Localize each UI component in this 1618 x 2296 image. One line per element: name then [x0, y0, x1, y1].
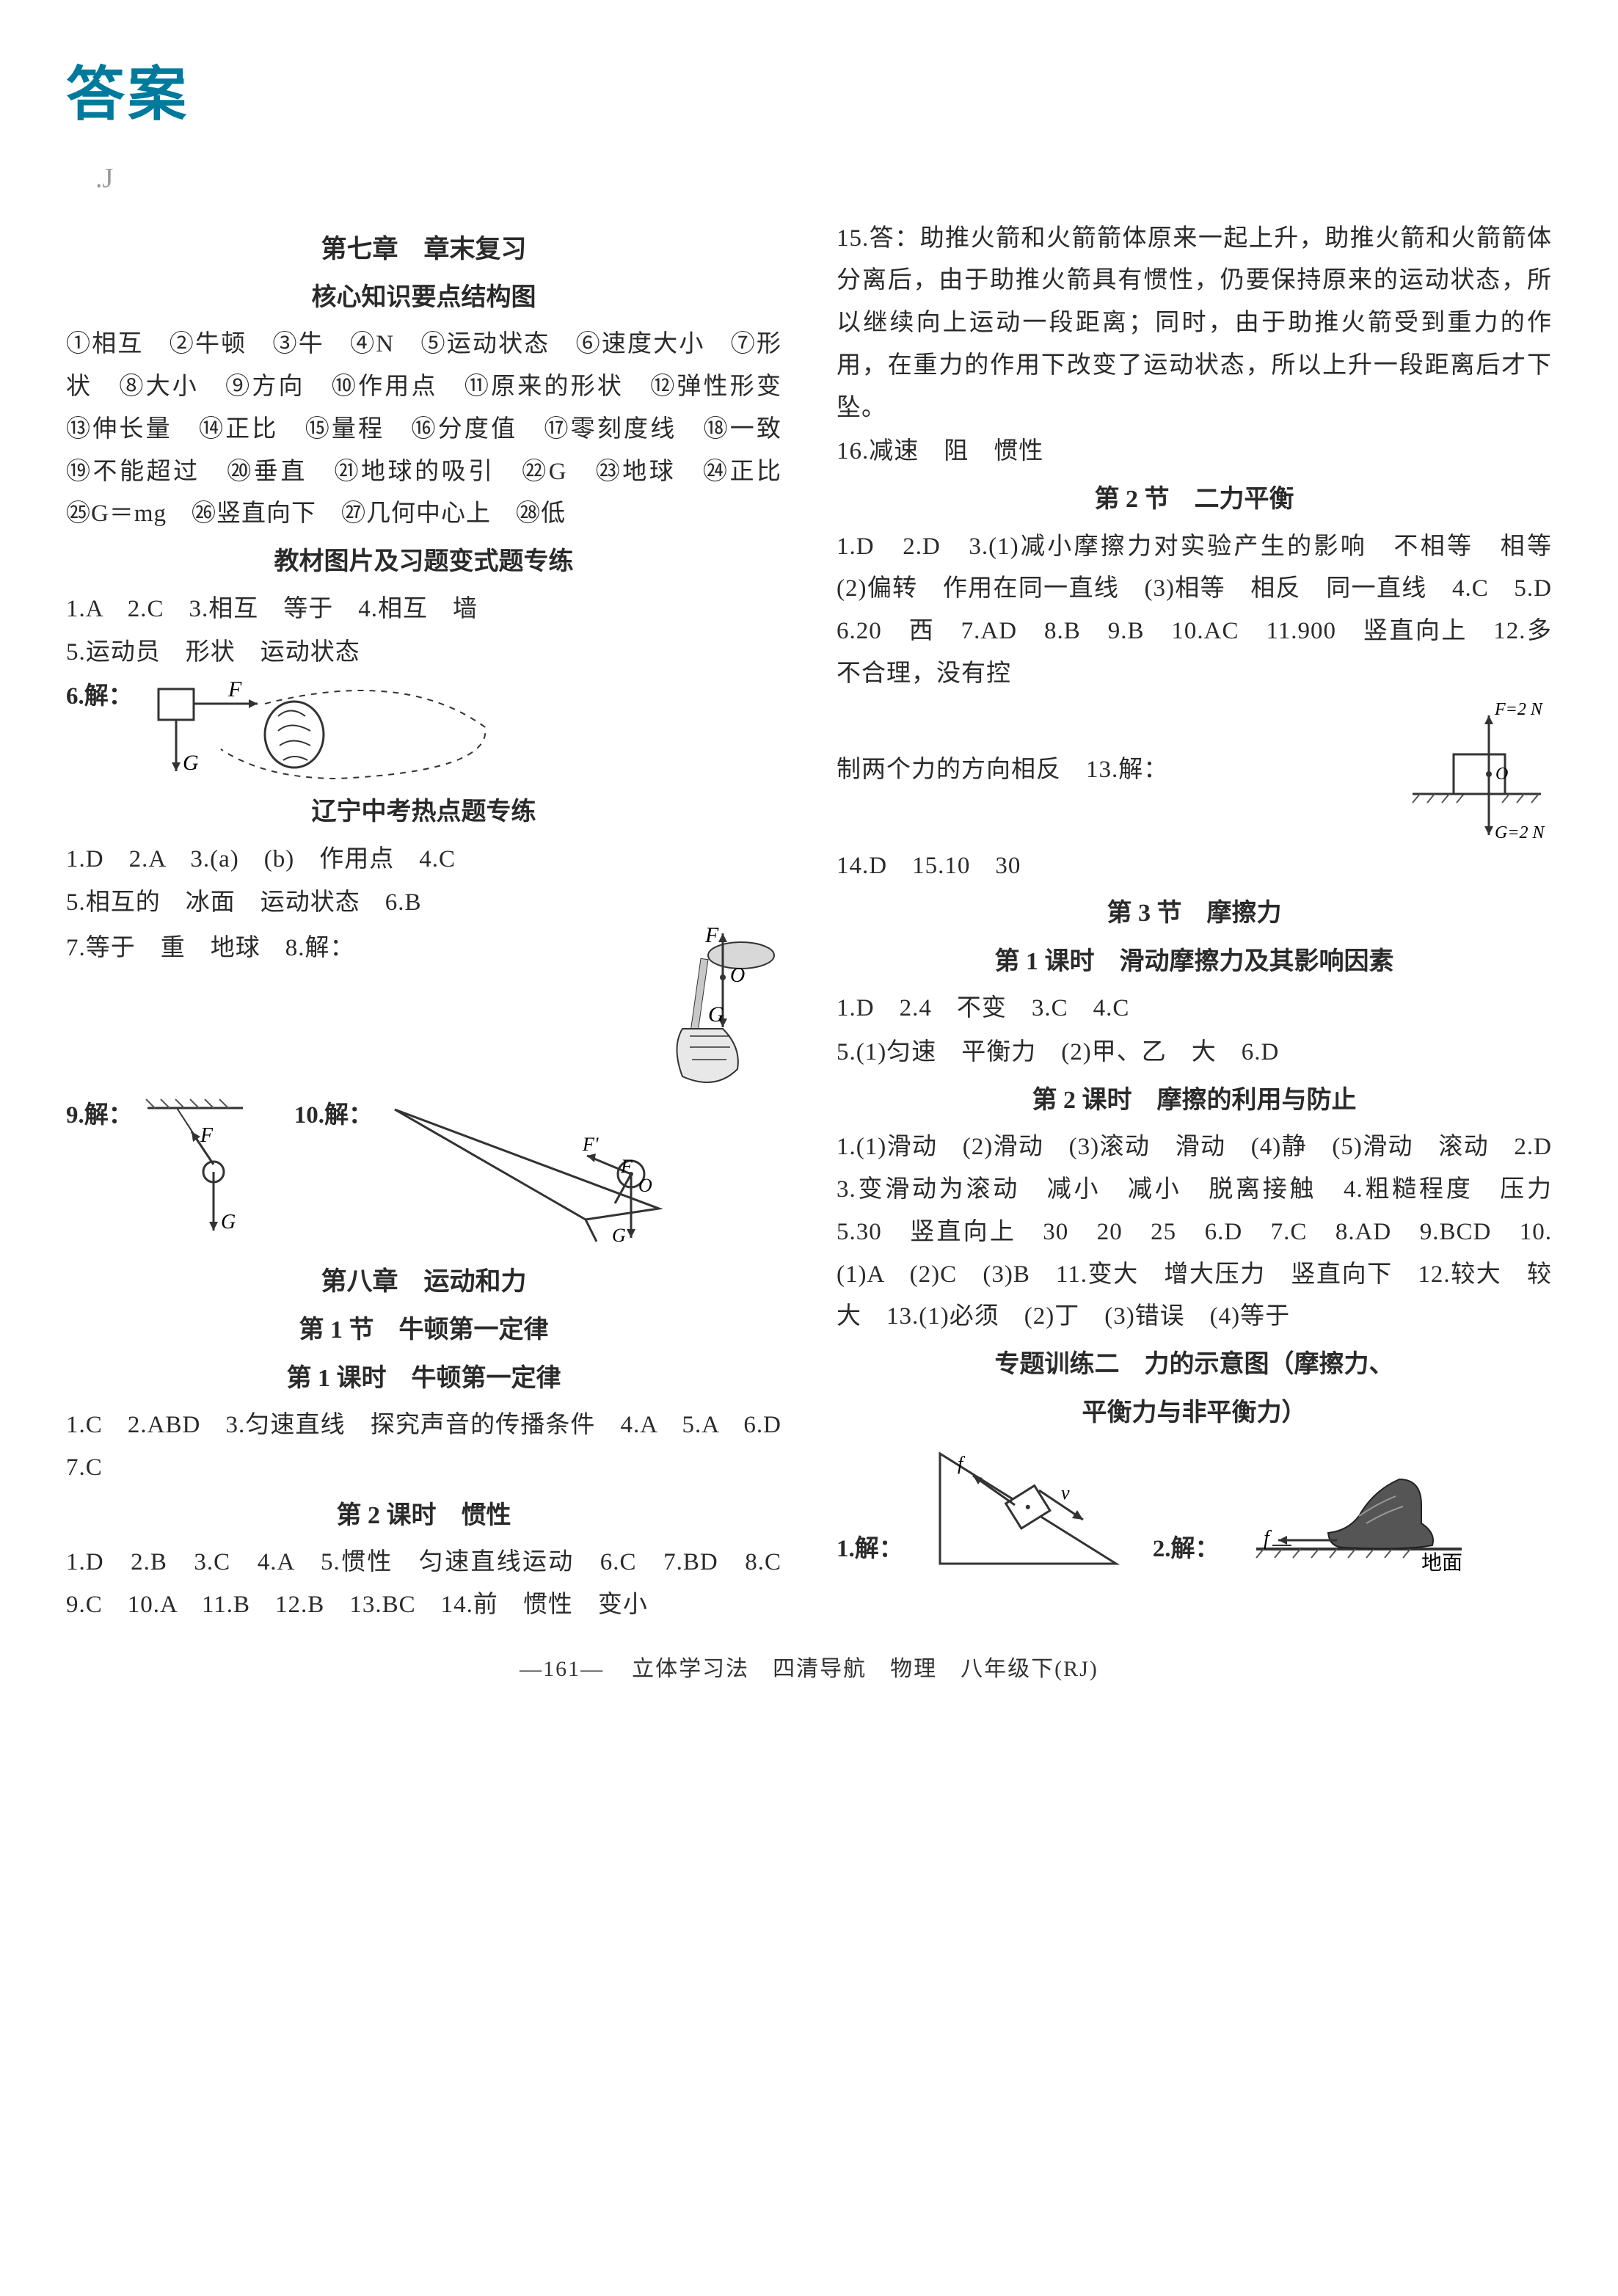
lesson-2-answers: 1.D 2.B 3.C 4.A 5.惯性 匀速直线运动 6.C 7.BD 8.C… [66, 1542, 781, 1627]
q9-label: 9.解： [66, 1095, 133, 1137]
textbook-line-2: 5.运动员 形状 运动状态 [66, 632, 781, 674]
page-title: 答案 [66, 44, 1552, 147]
fig-10-diagram: O F' F G [380, 1095, 674, 1249]
section-3-heading: 第 3 节 摩擦力 [837, 892, 1552, 936]
svg-text:地面: 地面 [1421, 1551, 1462, 1571]
left-column: 第七章 章末复习 核心知识要点结构图 ①相互 ②牛顿 ③牛 ④N ⑤运动状态 ⑥… [66, 216, 781, 1628]
topic-2-heading-a: 专题训练二 力的示意图（摩擦力、 [837, 1343, 1552, 1387]
fig-zt2-shoe: 地面 f [1249, 1446, 1469, 1571]
two-column-layout: 第七章 章末复习 核心知识要点结构图 ①相互 ②牛顿 ③牛 ④N ⑤运动状态 ⑥… [66, 216, 1552, 1628]
lesson-1-answers: 1.C 2.ABD 3.匀速直线 探究声音的传播条件 4.A 5.A 6.D 7… [66, 1404, 781, 1490]
svg-text:F': F' [582, 1134, 599, 1155]
figure-6-row: 6.解： F G [66, 676, 781, 786]
fig-8-spoon: F O G [613, 926, 781, 1095]
q6-label: 6.解： [66, 676, 133, 718]
lesson-1-heading: 第 1 课时 牛顿第一定律 [66, 1357, 781, 1401]
fig-13-diagram: O F=2 N G=2 N [1398, 697, 1552, 844]
lesson-2-heading: 第 2 课时 惯性 [66, 1494, 781, 1538]
svg-text:F: F [704, 926, 719, 947]
core-content: ①相互 ②牛顿 ③牛 ④N ⑤运动状态 ⑥速度大小 ⑦形状 ⑧大小 ⑨方向 ⑩作… [66, 324, 781, 536]
svg-text:O: O [638, 1175, 652, 1196]
svg-text:F: F [620, 1156, 633, 1177]
s2-answers-part2: 制两个力的方向相反 13.解： [837, 749, 1383, 792]
svg-text:f: f [1264, 1527, 1272, 1550]
ln-line-1: 1.D 2.A 3.(a) (b) 作用点 4.C [66, 839, 781, 881]
svg-text:F=2 N: F=2 N [1494, 700, 1544, 719]
s3c2-answers: 1.(1)滑动 (2)滑动 (3)滚动 滑动 (4)静 (5)滑动 滚动 2.D… [837, 1126, 1552, 1338]
topic-2-heading-b: 平衡力与非平衡力） [837, 1391, 1552, 1435]
answer-16: 16.减速 阻 惯性 [837, 431, 1552, 473]
svg-text:f: f [958, 1453, 966, 1474]
svg-text:G: G [612, 1225, 626, 1246]
figure-9-10-row: 9.解： F G 10.解 [66, 1095, 781, 1249]
q10-label: 10.解： [294, 1095, 373, 1137]
section-1-heading: 第 1 节 牛顿第一定律 [66, 1308, 781, 1352]
svg-text:G=2 N: G=2 N [1495, 823, 1546, 842]
s3-lesson-1-heading: 第 1 课时 滑动摩擦力及其影响因素 [837, 940, 1552, 984]
s3c1-answers-a: 1.D 2.4 不变 3.C 4.C [837, 988, 1552, 1030]
chapter-7-heading: 第七章 章末复习 [66, 227, 781, 271]
svg-text:v: v [1061, 1482, 1070, 1504]
svg-text:G: G [708, 1002, 724, 1027]
s3-lesson-2-heading: 第 2 课时 摩擦的利用与防止 [837, 1079, 1552, 1123]
fig-6-diagram: F G [147, 676, 507, 786]
s3c1-answers-b: 5.(1)匀速 平衡力 (2)甲、乙 大 6.D [837, 1032, 1552, 1074]
textbook-exercise-heading: 教材图片及习题变式题专练 [66, 540, 781, 584]
footer-text: 立体学习法 四清导航 物理 八年级下(RJ) [632, 1657, 1098, 1681]
zt-q2-label: 2.解： [1153, 1528, 1220, 1571]
section-2-heading: 第 2 节 二力平衡 [837, 478, 1552, 522]
core-structure-heading: 核心知识要点结构图 [66, 276, 781, 320]
ln-line-3: 7.等于 重 地球 8.解： [66, 927, 598, 970]
svg-text:O: O [1495, 765, 1508, 784]
answer-15: 15.答：助推火箭和火箭箭体原来一起上升，助推火箭和火箭箭体分离后，由于助推火箭… [837, 218, 1552, 430]
topic-2-figs: 1.解： f v 2.解： [837, 1439, 1552, 1571]
svg-text:G: G [183, 751, 199, 775]
svg-text:F: F [200, 1124, 214, 1147]
page-number: —161— [520, 1657, 604, 1681]
s2-answers-part1: 1.D 2.D 3.(1)减小摩擦力对实验产生的影响 不相等 相等 (2)偏转 … [837, 526, 1552, 696]
s2-answers-part3: 14.D 15.10 30 [837, 845, 1552, 888]
sub-mark: .J [95, 154, 1552, 203]
figure-13-row: 制两个力的方向相反 13.解： O F=2 N [837, 697, 1552, 844]
liaoning-heading: 辽宁中考热点题专练 [66, 790, 781, 834]
footer: —161— 立体学习法 四清导航 物理 八年级下(RJ) [66, 1650, 1552, 1689]
right-column: 15.答：助推火箭和火箭箭体原来一起上升，助推火箭和火箭箭体分离后，由于助推火箭… [837, 216, 1552, 1628]
textbook-line-1: 1.A 2.C 3.相互 等于 4.相互 墙 [66, 588, 781, 631]
chapter-8-heading: 第八章 运动和力 [66, 1259, 781, 1304]
zt-q1-label: 1.解： [837, 1528, 903, 1571]
fig-9-diagram: F G [140, 1095, 287, 1242]
svg-text:F: F [227, 677, 242, 701]
figure-8-row: 7.等于 重 地球 8.解： F O G [66, 926, 781, 1095]
svg-text:O: O [730, 964, 745, 987]
ln-line-2: 5.相互的 冰面 运动状态 6.B [66, 882, 781, 925]
fig-zt1-incline: f v [933, 1439, 1123, 1571]
svg-text:G: G [221, 1211, 236, 1233]
